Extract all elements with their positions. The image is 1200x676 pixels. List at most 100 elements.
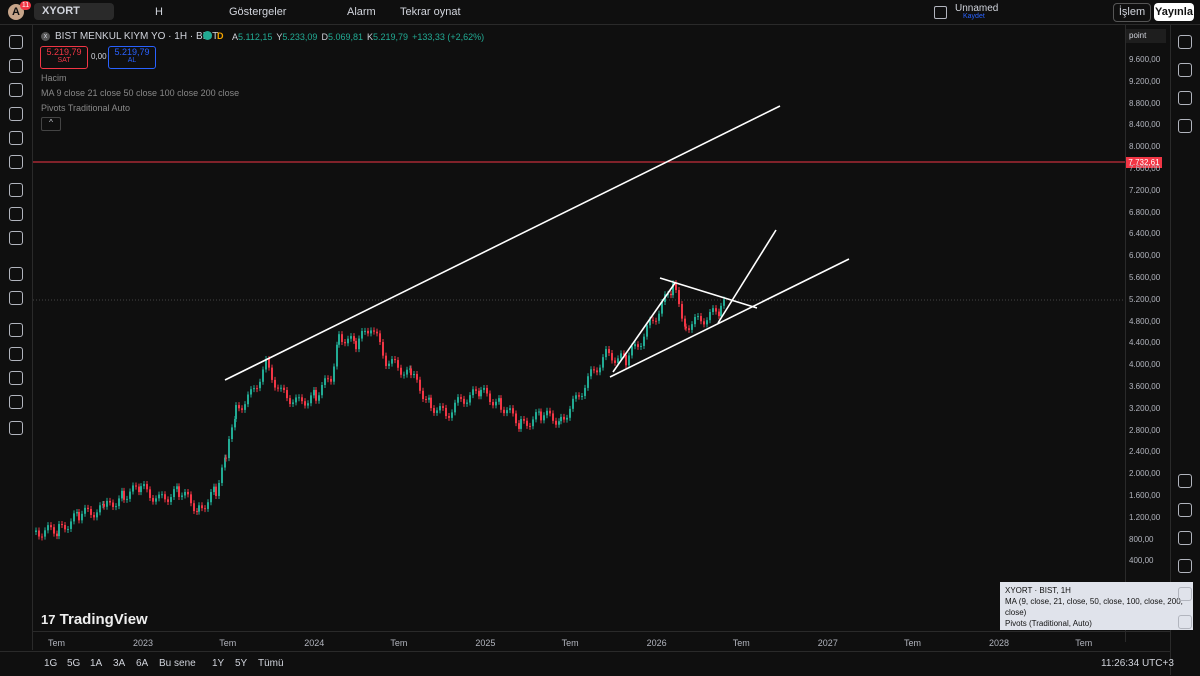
range-button[interactable]: 5Y [235,658,248,669]
sidebar-icon[interactable] [1178,559,1192,573]
tool-icon[interactable] [9,155,23,169]
candle-body [241,408,243,410]
scale-unit[interactable]: point [1126,29,1166,43]
price-tick-label: 800,00 [1129,534,1154,544]
candle-body [457,397,459,403]
ohlc-change: +133,33 (+2,62%) [412,32,485,42]
indicators-button[interactable]: Göstergeler [229,6,287,18]
candle-body [123,490,125,500]
tool-icon[interactable] [9,35,23,49]
candle-body [129,491,131,499]
candle-body [330,378,332,382]
candle-body [560,416,562,422]
alarm-button[interactable]: Alarm [347,6,376,18]
candle-body [207,502,209,509]
candle-body [397,360,399,368]
candle-body [623,353,625,356]
right-sidebar [1170,25,1200,675]
tool-icon[interactable] [9,291,23,305]
candle-body [292,402,294,404]
candle-body [578,395,580,397]
tool-icon[interactable] [9,323,23,337]
candle-body [70,521,72,529]
candle-body [164,494,166,500]
sell-button[interactable]: 5.219,79 SAT [40,46,88,69]
sidebar-icon[interactable] [1178,119,1192,133]
range-button[interactable]: 6A [136,658,149,669]
candle-body [262,369,264,382]
candle-body [225,457,227,459]
close-icon[interactable]: x [41,32,50,41]
layout-name[interactable]: Unnamed [955,3,999,14]
range-button[interactable]: 1Y [212,658,225,669]
candle-body [620,353,622,359]
candle-body [286,390,288,399]
candle-body [53,527,55,534]
tool-icon[interactable] [9,267,23,281]
collapse-button[interactable]: ^ [41,117,61,131]
range-button[interactable]: 5G [67,658,81,669]
trade-button[interactable]: İşlem [1113,3,1151,22]
candle-body [155,498,157,502]
candle-body [403,374,405,376]
range-button[interactable]: Tümü [258,658,284,669]
symbol-search[interactable]: XYORT [34,3,114,20]
replay-button[interactable]: Tekrar oynat [400,6,461,18]
save-button[interactable]: Kaydet [963,13,985,20]
tooltip: XYORT · BIST, 1H MA (9, close, 21, close… [1000,582,1193,630]
range-button[interactable]: Bu sene [159,658,196,669]
sidebar-icon[interactable] [1178,615,1192,629]
candle-body [234,419,236,428]
tool-icon[interactable] [9,59,23,73]
sidebar-icon[interactable] [1178,503,1192,517]
candle-body [709,311,711,321]
range-button[interactable]: 1G [44,658,58,669]
candle-body [310,395,312,404]
candle-body [538,411,540,413]
tool-icon[interactable] [9,131,23,145]
buy-button[interactable]: 5.219,79 AL [108,46,156,69]
candle-body [584,387,586,396]
interval[interactable]: H [155,6,163,18]
candle-body [526,420,528,426]
candle-body [181,495,183,497]
candle-body [170,497,172,502]
tool-icon[interactable] [9,107,23,121]
candle-body [469,395,471,403]
candle-body [178,486,180,497]
tool-icon[interactable] [9,183,23,197]
spread: 0,00 [91,52,107,61]
range-button[interactable]: 3A [113,658,126,669]
tool-icon[interactable] [9,231,23,245]
price-tick-label: 4.000,00 [1129,360,1161,370]
tool-icon[interactable] [9,421,23,435]
candle-body [126,498,128,500]
candle-body [483,387,485,390]
candle-body [422,390,424,399]
sidebar-icon[interactable] [1178,63,1192,77]
candles [35,280,725,541]
sidebar-icon[interactable] [1178,531,1192,545]
tool-icon[interactable] [9,347,23,361]
candle-body [489,393,491,403]
candle-body [84,507,86,514]
candle-body [593,369,595,371]
logo-text: TradingView [59,611,148,628]
range-button[interactable]: 1A [90,658,103,669]
sidebar-icon[interactable] [1178,474,1192,488]
candle-body [204,508,206,510]
sidebar-icon[interactable] [1178,35,1192,49]
tool-icon[interactable] [9,207,23,221]
sidebar-icon[interactable] [1178,91,1192,105]
tool-icon[interactable] [9,395,23,409]
publish-button[interactable]: Yayınla [1154,3,1194,21]
sidebar-icon[interactable] [1178,587,1192,601]
tool-icon[interactable] [9,83,23,97]
tool-icon[interactable] [9,371,23,385]
candle-body [121,490,123,499]
candle-body [448,416,450,418]
candle-body [344,341,346,344]
candle-body [506,410,508,414]
candle-body [655,320,657,322]
candle-body [515,413,517,424]
